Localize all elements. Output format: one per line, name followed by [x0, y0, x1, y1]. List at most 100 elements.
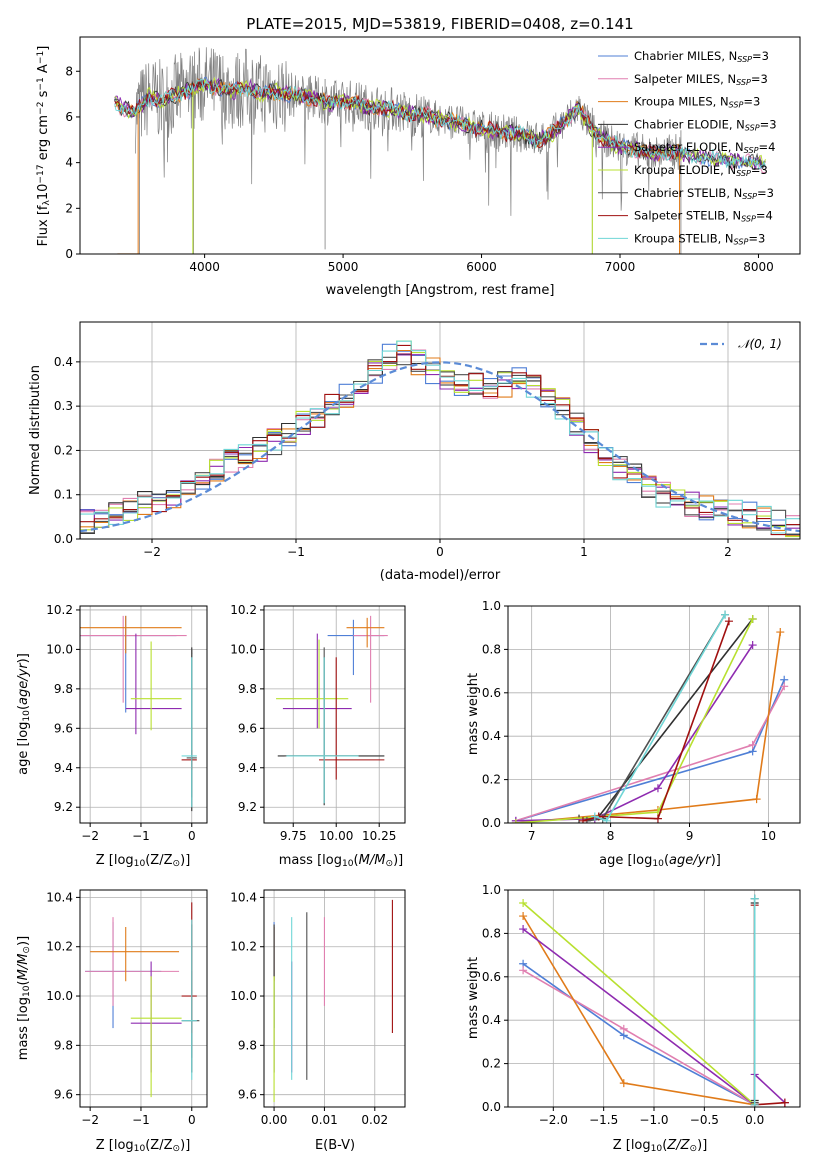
spectrum-ytick-label: 2 [65, 201, 73, 215]
mass_weight_vs_Z-ytick-label: 0.8 [482, 926, 501, 940]
mass_vs_Z-xtick-label: 0 [188, 1113, 196, 1127]
residuals-ytick-label: 0.4 [54, 355, 73, 369]
mass_vs_Z-ytick-label: 10.0 [46, 989, 73, 1003]
mass_vs_Z-ytick-label: 10.2 [46, 940, 73, 954]
age_vs_mass-frame [263, 605, 406, 824]
residuals-xtick-label: 2 [724, 545, 732, 559]
mass_vs_Z-xtick-label: −1 [132, 1113, 150, 1127]
age_vs_Z-ytick-label: 9.2 [54, 800, 73, 814]
mass_weight_vs_age-xtick-label: 10 [761, 829, 776, 843]
residuals-xlabel: (data-model)/error [380, 568, 501, 583]
residuals-ytick-label: 0.2 [54, 443, 73, 457]
mass_weight_vs_age-xlabel: age [log10(age/yr)] [599, 853, 721, 869]
mass_weight_vs_Z-xtick-label: −0.5 [690, 1113, 719, 1127]
weight-point-marker [750, 1100, 759, 1107]
weight-series-line [522, 969, 756, 1106]
weight-point-marker [748, 615, 757, 624]
age_vs_Z-xtick-label: −1 [132, 829, 150, 843]
spectrum-ytick-label: 8 [65, 64, 73, 78]
spectrum-model-line [114, 78, 682, 159]
legend-entry: Chabrier MILES, NSSP=3 [634, 49, 769, 64]
mass_weight_vs_age-frame [507, 605, 801, 824]
figure-title: PLATE=2015, MJD=53819, FIBERID=0408, z=0… [246, 15, 633, 33]
normal-curve [80, 361, 800, 533]
weight-series-line [522, 963, 756, 1106]
mass_vs_Z-ytick-label: 10.4 [46, 890, 73, 904]
weight-series-line [522, 915, 755, 1106]
age_vs_mass-ytick-label: 9.8 [238, 682, 257, 696]
mass_vs_Z-xlabel: Z [log10(Z/Z⊙)] [96, 1138, 191, 1154]
legend-entry: Kroupa STELIB, NSSP=3 [634, 231, 765, 246]
mass_weight_vs_age-ytick-label: 0.4 [482, 729, 501, 743]
residuals-plot-area [80, 340, 800, 539]
age_vs_mass-xtick-label: 10.00 [319, 829, 353, 843]
spectrum-xtick-label: 5000 [328, 260, 359, 274]
mass_vs_ebv-ytick-label: 10.0 [230, 989, 257, 1003]
age_vs_Z-ytick-label: 10.0 [46, 642, 73, 656]
mass_weight_vs_Z-ytick-label: 1.0 [482, 883, 501, 897]
weight-point-marker [750, 894, 759, 903]
age_vs_Z-ytick-label: 9.8 [54, 682, 73, 696]
age_vs_mass-ytick-label: 9.6 [238, 721, 257, 735]
spectrum-xlabel: wavelength [Angstrom, rest frame] [326, 283, 555, 298]
weight-point-marker [619, 1024, 628, 1033]
spectrum-model-line [114, 77, 766, 171]
residuals-ylabel: Normed distribution [28, 365, 43, 495]
age_vs_Z-xtick-label: −2 [81, 829, 99, 843]
residuals-xtick-label: −2 [143, 545, 161, 559]
weight-point-marker [653, 784, 662, 793]
age_vs_mass-xlabel: mass [log10(M/M⊙)] [279, 853, 403, 869]
mass_weight_vs_Z-plot-area [519, 894, 789, 1107]
mass_weight_vs_age-xtick-label: 7 [528, 829, 536, 843]
weight-point-marker [590, 812, 599, 821]
age_vs_mass-xtick-label: 9.75 [280, 829, 307, 843]
weight-point-marker [578, 816, 587, 823]
weight-point-marker [748, 740, 757, 749]
mass_vs_ebv-xtick-label: 0.00 [261, 1113, 288, 1127]
mass_vs_ebv-plot-area [273, 899, 393, 1103]
legend-entry: Salpeter MILES, NSSP=3 [634, 72, 768, 87]
weight-point-marker [780, 1098, 789, 1107]
weight-point-marker [776, 628, 785, 637]
weight-point-marker [619, 1079, 628, 1088]
spectrum-xtick-label: 4000 [189, 260, 220, 274]
age_vs_Z-xtick-label: 0 [188, 829, 196, 843]
spectrum-ytick-label: 6 [65, 110, 73, 124]
age_vs_Z-frame [79, 605, 208, 824]
mass_vs_Z-frame [79, 889, 208, 1108]
age_vs_mass-xtick-label: 10.25 [362, 829, 396, 843]
spectrum-ytick-label: 0 [65, 247, 73, 261]
residuals-xtick-label: 1 [580, 545, 588, 559]
age_vs_mass-ytick-label: 10.2 [230, 603, 257, 617]
mass_weight_vs_Z-xlabel: Z [log10(Z/Z⊙)] [613, 1138, 708, 1154]
weight-point-marker [748, 641, 757, 650]
legend-entry: Chabrier STELIB, NSSP=3 [634, 186, 774, 201]
mass_vs_ebv-xtick-label: 0.02 [361, 1113, 388, 1127]
weight-point-marker [519, 912, 528, 921]
spectrum-frame [79, 36, 801, 255]
weight-point-marker [780, 682, 789, 691]
legend-entry: Chabrier ELODIE, NSSP=3 [634, 117, 777, 132]
mass_vs_Z-xtick-label: −2 [81, 1113, 99, 1127]
spectrum-model-line [114, 78, 766, 170]
weight-point-marker [724, 617, 733, 626]
weight-point-marker [752, 795, 761, 804]
age_vs_mass-ytick-label: 10.0 [230, 642, 257, 656]
residuals-xtick-label: 0 [436, 545, 444, 559]
mass_vs_ebv-xlabel: E(B-V) [315, 1138, 355, 1153]
normal-legend-label: 𝒩(0, 1) [738, 337, 782, 351]
mass_vs_ebv-ytick-label: 9.6 [238, 1088, 257, 1102]
mass_vs_Z-plot-area [85, 902, 200, 1098]
age_vs_Z-ytick-label: 10.2 [46, 603, 73, 617]
mass_vs_ebv-ytick-label: 10.2 [230, 940, 257, 954]
mass_vs_Z-ytick-label: 9.8 [54, 1038, 73, 1052]
age_vs_Z-plot-area [80, 615, 197, 812]
weight-series-line [582, 620, 730, 822]
mass_weight_vs_age-ytick-label: 0.6 [482, 686, 501, 700]
weight-point-marker [602, 816, 611, 823]
mass_weight_vs_Z-ytick-label: 0.4 [482, 1013, 501, 1027]
residuals-ytick-label: 0.0 [54, 532, 73, 546]
legend-entry: Salpeter ELODIE, NSSP=4 [634, 140, 775, 155]
age_vs_Z-ytick-label: 9.6 [54, 721, 73, 735]
